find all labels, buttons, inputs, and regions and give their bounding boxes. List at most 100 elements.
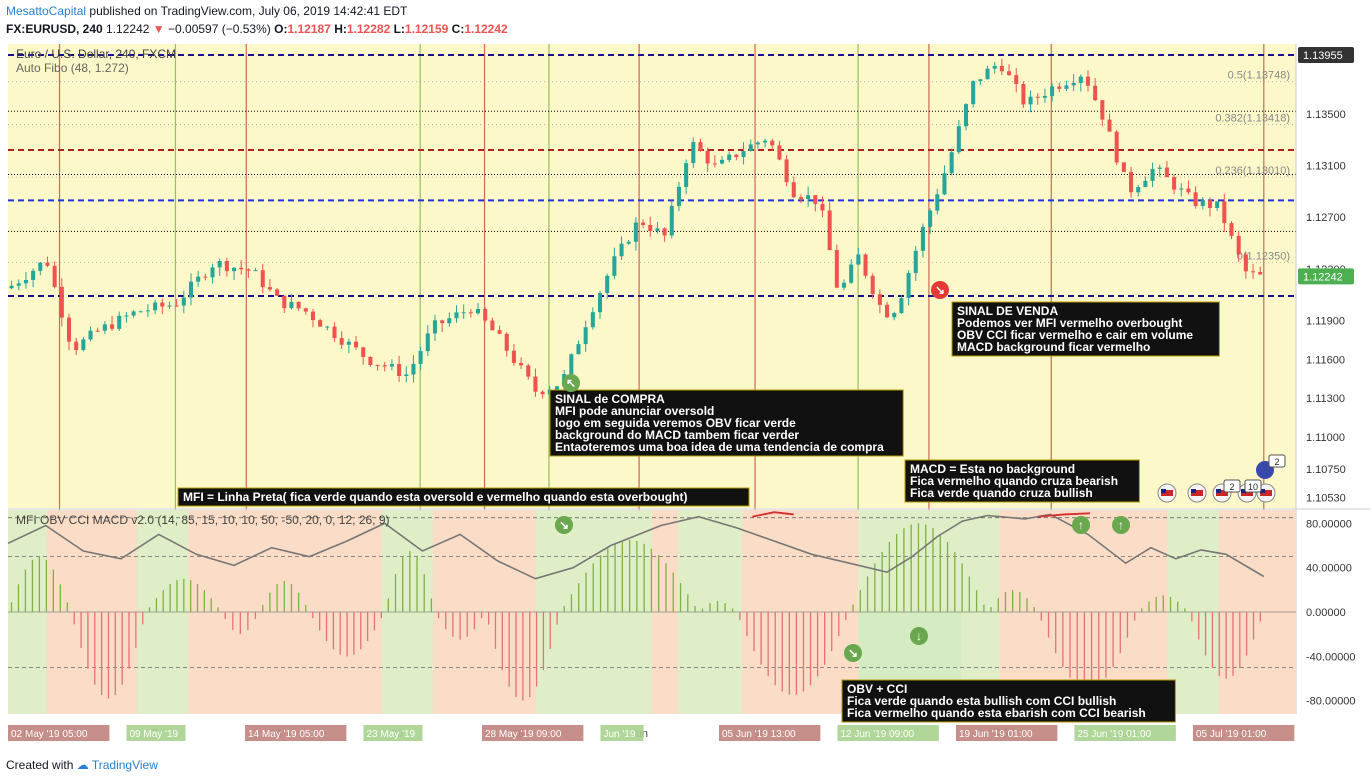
candle-body: [181, 297, 186, 306]
annotation-line: SINAL DE VENDA: [957, 304, 1058, 318]
mfi-note: MFI = Linha Preta( fica verde quando est…: [177, 487, 750, 507]
low-value: 1.12159: [404, 22, 449, 36]
price-axis-label: 1.11000: [1306, 432, 1345, 444]
candle-body: [676, 186, 681, 206]
symbol-header: FX:EURUSD, 240 1.12242 ▼ −0.00597 (−0.53…: [6, 22, 508, 36]
candle-body: [31, 270, 36, 280]
candle-body: [368, 356, 373, 365]
candle-body: [1229, 223, 1234, 236]
candle-body: [734, 154, 739, 158]
candle-body: [605, 275, 610, 294]
candle-body: [253, 270, 258, 272]
marker-price-text: 1.13955: [1303, 50, 1343, 62]
tradingview-logo-icon: ☁: [76, 758, 89, 772]
up-arrow-icon: ↑: [1112, 516, 1130, 534]
candle-body: [88, 330, 93, 340]
candle-body: [174, 305, 179, 307]
candle-body: [145, 310, 150, 312]
annotation-box: [177, 487, 750, 507]
candle-body: [590, 312, 595, 328]
time-axis-highlight-text: 05 Jul '19 01:00: [1196, 729, 1267, 740]
publish-info: published on TradingView.com, July 06, 2…: [89, 4, 408, 18]
candle-body: [232, 267, 237, 272]
candle-body: [511, 350, 516, 363]
tradingview-link[interactable]: TradingView: [91, 758, 158, 772]
candle-body: [705, 150, 710, 164]
candle-body: [74, 341, 79, 350]
candle-body: [1193, 192, 1198, 206]
candle-body: [612, 256, 617, 276]
candle-body: [870, 275, 875, 295]
annotation-box: [951, 301, 1220, 357]
candle-body: [820, 203, 825, 211]
candle-body: [777, 145, 782, 160]
time-axis-highlight-text: 05 Jun '19 13:00: [722, 729, 796, 740]
candle-body: [153, 302, 158, 311]
candle-body: [117, 315, 122, 329]
time-axis-highlight: [363, 725, 423, 741]
time-axis-highlight: [244, 725, 347, 741]
candle-body: [827, 210, 832, 251]
candle-body: [985, 68, 990, 80]
footer: Created with ☁ TradingView: [6, 758, 158, 772]
candle-body: [619, 243, 624, 257]
candle-body: [633, 222, 638, 242]
flag-canton: [1191, 489, 1196, 493]
annotation-box: [549, 389, 904, 457]
candle-body: [1186, 188, 1191, 193]
candle-body: [741, 151, 746, 158]
time-axis-highlight: [126, 725, 186, 741]
candle-body: [949, 152, 954, 174]
candle-body: [16, 283, 21, 286]
indicator-axis-label: -40.00000: [1306, 651, 1356, 663]
candle-body: [526, 365, 531, 377]
icon-glyph: ↓: [916, 629, 922, 643]
price-axis-label: 1.11600: [1306, 354, 1345, 366]
candle-body: [432, 320, 437, 334]
candle-body: [483, 308, 488, 321]
annotation-line: MFI = Linha Preta( fica verde quando est…: [183, 490, 687, 504]
event-flag-icon: [1157, 483, 1177, 503]
candle-body: [1243, 254, 1248, 272]
candle-body: [490, 320, 495, 331]
high-label: H:: [334, 22, 347, 36]
candle-body: [597, 293, 603, 313]
candle-body: [131, 311, 136, 316]
down-triangle-icon: ▼: [152, 22, 165, 36]
candle-body: [1150, 168, 1155, 181]
candle-body: [892, 313, 897, 318]
candle-body: [1021, 83, 1026, 105]
annotation-line: Fica verde quando cruza bullish: [910, 486, 1093, 500]
candle-body: [1093, 85, 1098, 101]
icon-circle: [1072, 516, 1090, 534]
candle-body: [1071, 82, 1076, 86]
candle-body: [971, 81, 976, 105]
candle-body: [361, 347, 366, 357]
buy-arrow-icon: ↖: [562, 374, 580, 392]
up-arrow-icon: ↑: [1072, 516, 1090, 534]
fib-level-label: 0(1.12350): [1237, 250, 1290, 262]
candle-body: [748, 144, 753, 152]
event-count-badge: [1268, 454, 1286, 468]
annotation-line: MFI pode anunciar oversold: [555, 404, 714, 418]
annotation-line: OBV CCI ficar vermelho e cair em volume: [957, 328, 1193, 342]
candle-body: [260, 270, 265, 288]
candle-body: [669, 205, 674, 236]
chart-canvas[interactable]: 0.618(1.14078)0.5(1.13748)0.382(1.13418)…: [0, 42, 1372, 747]
candle-body: [375, 364, 380, 366]
candle-body: [841, 282, 847, 288]
candle-body: [9, 285, 14, 289]
candle-body: [755, 142, 760, 145]
open-label: O:: [274, 22, 288, 36]
auto-fibo-label: Auto Fibo (48, 1.272): [16, 61, 129, 75]
candle-body: [899, 298, 904, 314]
author-link[interactable]: MesattoCapital: [6, 4, 87, 18]
annotation-line: SINAL de COMPRA: [555, 392, 665, 406]
candle-body: [23, 279, 28, 284]
sell-arrow-icon: ↘: [931, 281, 949, 299]
candle-body: [81, 339, 86, 350]
candle-body: [124, 315, 129, 317]
candle-body: [1100, 100, 1105, 120]
candle-body: [339, 338, 344, 345]
